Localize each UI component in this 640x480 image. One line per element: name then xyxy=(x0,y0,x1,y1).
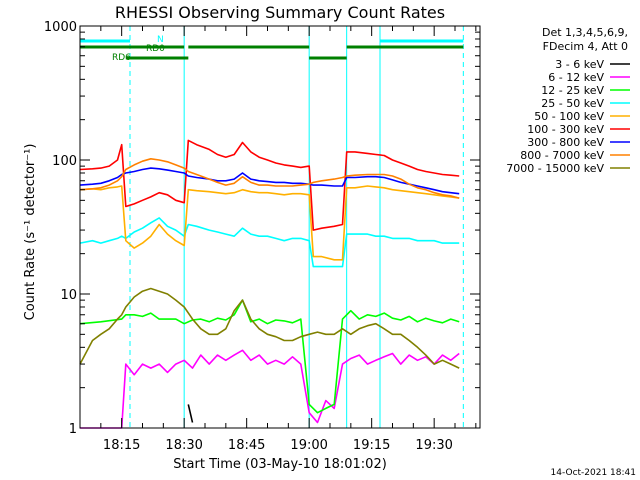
chart-title: RHESSI Observing Summary Count Rates xyxy=(115,3,445,22)
series-line xyxy=(79,139,460,231)
y-tick-label: 1000 xyxy=(44,20,77,35)
state-bar-label: RD0 xyxy=(146,44,165,54)
footer-timestamp: 14-Oct-2021 18:41 xyxy=(551,468,636,478)
legend-item-label: 12 - 25 keV xyxy=(541,84,604,97)
state-bar-label: N xyxy=(157,35,164,45)
x-tick-label: 19:30 xyxy=(415,438,452,453)
legend-item-label: 25 - 50 keV xyxy=(541,97,604,110)
y-tick-label: 10 xyxy=(60,288,77,303)
legend-header: FDecim 4, Att 0 xyxy=(543,40,628,53)
legend-item-label: 7000 - 15000 keV xyxy=(506,162,604,175)
series-line xyxy=(79,287,460,369)
state-bar-label: RD6 xyxy=(112,53,131,63)
legend: Det 1,3,4,5,6,9,FDecim 4, Att 0 3 - 6 keV… xyxy=(506,26,630,175)
y-tick-label: 100 xyxy=(52,154,77,169)
x-tick-label: 18:45 xyxy=(228,438,265,453)
series-line xyxy=(187,404,194,423)
series-line xyxy=(79,167,460,195)
x-tick-label: 18:30 xyxy=(165,438,202,453)
plot-frame xyxy=(79,25,481,429)
legend-item-label: 6 - 12 keV xyxy=(548,71,604,84)
legend-item-label: 300 - 800 keV xyxy=(527,136,604,149)
y-tick-label: 1 xyxy=(69,422,77,437)
legend-item-label: 50 - 100 keV xyxy=(534,110,604,123)
x-tick-label: 18:15 xyxy=(103,438,140,453)
legend-item-label: 800 - 7000 keV xyxy=(520,149,604,162)
legend-item-label: 100 - 300 keV xyxy=(527,123,604,136)
series-line xyxy=(79,217,460,268)
series-line xyxy=(79,158,460,199)
axes: 1 10 100 1000 18:15 18:30 18:45 19:00 19:15 19:30 xyxy=(44,20,480,453)
x-tick-label: 19:15 xyxy=(353,438,390,453)
x-tick-label: 19:00 xyxy=(290,438,327,453)
series-line xyxy=(80,349,460,429)
x-axis-label: Start Time (03-May-10 18:01:02) xyxy=(173,457,387,472)
series-line xyxy=(79,185,460,261)
legend-item-label: 3 - 6 keV xyxy=(555,58,604,71)
y-axis-label: Count Rate (s⁻¹ detector⁻¹) xyxy=(23,144,38,321)
legend-header: Det 1,3,4,5,6,9, xyxy=(542,26,628,39)
series-line xyxy=(79,299,460,414)
